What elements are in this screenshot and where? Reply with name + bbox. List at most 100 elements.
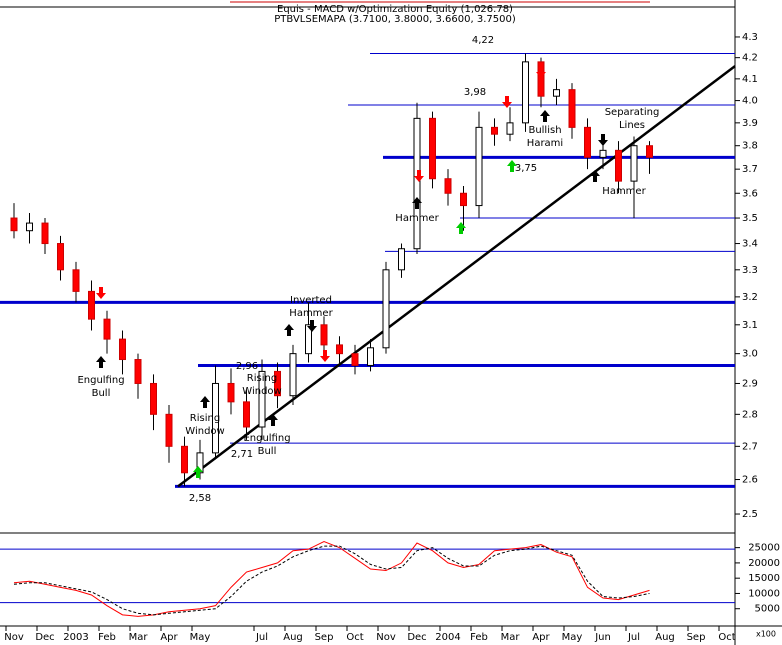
candle-body (227, 382, 235, 403)
candle-body (305, 324, 312, 355)
y-tick-label: 4.1 (742, 74, 758, 85)
arrow (540, 110, 550, 122)
candle-body (506, 122, 514, 135)
candle-body (165, 413, 173, 447)
candle-body (274, 370, 281, 397)
level-label: 2,71 (231, 449, 253, 460)
unit-label: x100 (756, 630, 776, 639)
candle-body (336, 344, 343, 355)
pattern-label: Hammer (289, 308, 333, 319)
y-tick-label: 3.3 (742, 265, 758, 276)
level-label: 2,58 (189, 493, 211, 504)
x-tick-label: Sep (687, 632, 706, 643)
y-tick-label: 2.6 (742, 475, 758, 486)
candle-body (72, 269, 80, 292)
y-tick-label: 2.8 (742, 409, 758, 420)
y-tick-label: 2.7 (742, 441, 758, 452)
candle-body (413, 117, 421, 250)
candle-body (382, 269, 390, 349)
pattern-label: Window (185, 426, 224, 437)
candle-body (243, 401, 250, 428)
indicator-line (13, 540, 650, 617)
indicator-line (13, 545, 650, 616)
candle-body (568, 89, 576, 128)
arrow (307, 320, 317, 332)
pattern-label: Engulfing (77, 375, 124, 386)
y-tick-label: 2.5 (742, 509, 758, 520)
pattern-label: Rising (190, 413, 220, 424)
candle-body (258, 370, 266, 428)
x-tick-label: May (190, 632, 211, 643)
x-tick-label: Feb (98, 632, 116, 643)
candle-body (475, 126, 483, 207)
level-label: 3,98 (464, 87, 486, 98)
y-tick-label: 20000 (748, 558, 780, 569)
candle-body (150, 382, 157, 415)
arrow (320, 350, 330, 362)
pattern-label: Lines (619, 120, 645, 131)
pattern-label: Bullish (528, 125, 561, 136)
x-tick-label: Jul (627, 632, 640, 643)
x-tick-label: Nov (4, 632, 24, 643)
pattern-label: Bull (258, 446, 277, 457)
candle-body (491, 126, 498, 135)
y-tick-label: 2.9 (742, 378, 758, 389)
candle-body (522, 61, 529, 124)
y-tick-label: 3.0 (742, 349, 758, 360)
x-tick-label: May (562, 632, 583, 643)
chart-title: Equis - MACD w/Optimization Equity (1,02… (277, 4, 513, 15)
pattern-label: Hammer (395, 213, 439, 224)
x-tick-label: Oct (718, 632, 735, 643)
candle-body (429, 117, 436, 180)
arrow (268, 414, 278, 426)
candle-body (289, 353, 297, 397)
candle-body (88, 290, 95, 320)
y-tick-label: 10000 (748, 588, 780, 599)
trendline (177, 65, 736, 488)
y-tick-label: 3.1 (742, 320, 758, 331)
arrow (590, 170, 600, 182)
candle-body (460, 192, 467, 207)
y-tick-label: 4.3 (742, 32, 758, 43)
x-tick-label: Jun (594, 632, 611, 643)
arrow (502, 96, 512, 108)
arrow (200, 396, 210, 408)
x-tick-label: Apr (532, 632, 550, 643)
x-tick-label: Sep (315, 632, 334, 643)
candle-body (41, 222, 49, 245)
x-tick-label: Aug (283, 632, 303, 643)
x-tick-label: 2004 (435, 632, 460, 643)
pattern-label: Hammer (602, 186, 646, 197)
pattern-label: Bull (92, 388, 111, 399)
x-tick-label: Feb (470, 632, 488, 643)
candle-body (57, 243, 64, 271)
y-tick-label: 3.6 (742, 188, 758, 199)
arrow (598, 134, 608, 146)
chart-subtitle: PTBVLSEMAPA (3.7100, 3.8000, 3.6600, 3.7… (274, 14, 516, 25)
arrow (284, 324, 294, 336)
pattern-label: Separating (605, 107, 660, 118)
candle-body (320, 324, 328, 346)
arrow (412, 197, 422, 209)
y-tick-label: 25000 (748, 543, 780, 554)
arrow (414, 170, 424, 182)
y-tick-label: 3.2 (742, 292, 758, 303)
candle-body (119, 338, 126, 361)
candle-body (444, 178, 452, 194)
pattern-label: Window (242, 386, 281, 397)
y-tick-label: 3.5 (742, 213, 758, 224)
candle-body (630, 145, 638, 182)
x-tick-label: Mar (129, 632, 149, 643)
y-tick-label: 15000 (748, 573, 780, 584)
x-tick-label: Oct (346, 632, 363, 643)
arrow (96, 356, 106, 368)
candle-body (537, 61, 545, 97)
candle-body (553, 89, 560, 97)
x-tick-label: Apr (160, 632, 178, 643)
candle-body (584, 126, 591, 158)
candle-body (398, 248, 405, 271)
x-tick-label: Aug (655, 632, 675, 643)
